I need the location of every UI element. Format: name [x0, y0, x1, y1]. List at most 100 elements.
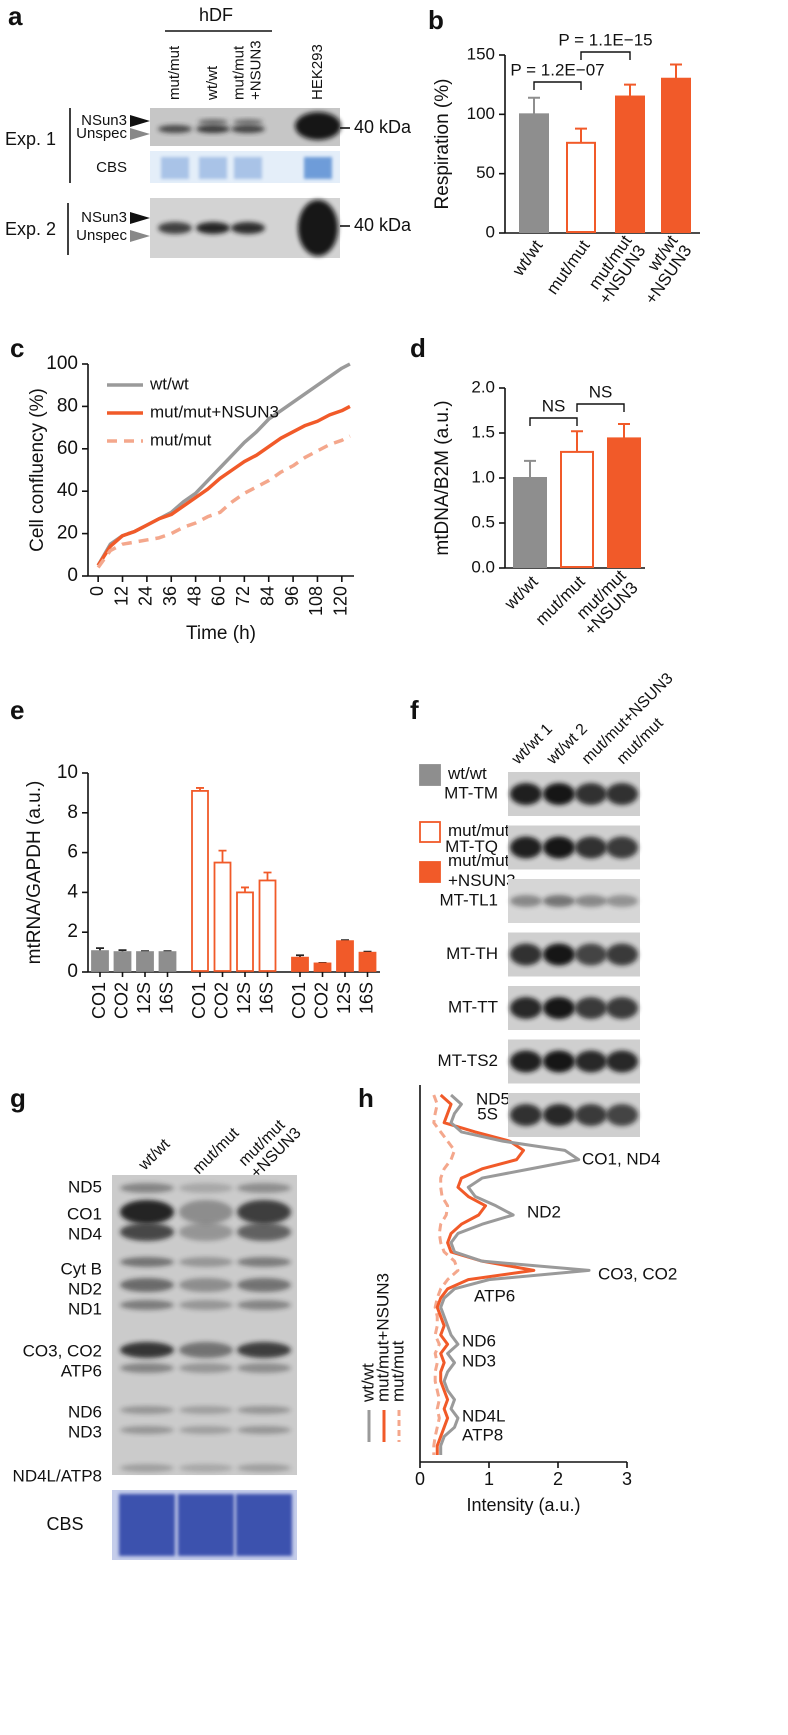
- band: [606, 1050, 638, 1073]
- band: [179, 1406, 233, 1414]
- y-axis-label-group: Cell confluency (%): [27, 388, 48, 552]
- annotation: CO3, CO2: [598, 1264, 677, 1283]
- legend-label: wt/wt: [358, 1363, 377, 1403]
- x-tick-label: wt/wt: [500, 572, 542, 614]
- stain-lane: [236, 1494, 292, 1556]
- band: [120, 1183, 174, 1193]
- band: [237, 1257, 291, 1267]
- band: [198, 119, 228, 125]
- band: [158, 222, 192, 234]
- y-tick-label: 2: [67, 921, 78, 942]
- band: [231, 125, 265, 133]
- x-tick-label-group: CO2: [311, 982, 331, 1019]
- y-tick-label: 100: [467, 104, 495, 123]
- group-label: hDF: [199, 5, 233, 25]
- x-tick-label: CO2: [211, 982, 231, 1019]
- band: [606, 997, 638, 1019]
- band: [196, 222, 230, 234]
- x-tick-label-group: CO1: [289, 982, 309, 1019]
- y-tick-label: 4: [67, 881, 78, 902]
- band: [510, 997, 542, 1019]
- x-tick-label-line: wt/wt: [509, 237, 548, 281]
- x-tick-label-group: CO1: [89, 982, 109, 1019]
- x-tick-label: 3: [622, 1469, 632, 1489]
- annotation: ATP6: [474, 1286, 515, 1305]
- stain-lane: [178, 1494, 234, 1556]
- x-tick-label-group: wt/wt: [500, 572, 542, 614]
- legend-label-line: mut/mut: [448, 851, 510, 870]
- band: [233, 119, 263, 125]
- band-label: CO3, CO2: [23, 1341, 102, 1360]
- stain-lane: [161, 157, 189, 179]
- bar: [519, 113, 549, 233]
- band: [575, 943, 607, 966]
- band: [158, 125, 192, 133]
- stain-label: CBS: [96, 159, 127, 176]
- bar: [158, 951, 177, 972]
- lane-label-group: mut/mut: [166, 45, 183, 100]
- row-label: MT-TQ: [445, 837, 498, 856]
- bar: [313, 962, 332, 972]
- legend-swatch: [419, 861, 441, 883]
- band: [179, 1257, 233, 1267]
- panel-letter: c: [10, 333, 24, 363]
- y-tick-label: 8: [67, 802, 78, 823]
- band: [120, 1363, 174, 1373]
- bar: [258, 879, 277, 972]
- panel-letter: g: [10, 1083, 26, 1113]
- x-tick-label: 0: [87, 586, 107, 596]
- x-tick-label-group: 12S: [234, 982, 254, 1014]
- panel-letter: b: [428, 5, 444, 35]
- y-axis-label: Cell confluency (%): [27, 388, 48, 552]
- error-bar: [624, 83, 636, 97]
- x-tick-label-group: wt/wt: [509, 237, 548, 281]
- x-tick-label: 72: [233, 586, 253, 606]
- x-tick-label-group: mut/mut+NSUN3: [585, 232, 650, 308]
- band: [120, 1257, 174, 1267]
- y-tick-label: 150: [467, 44, 495, 63]
- error-bar: [670, 63, 682, 79]
- band: [543, 836, 575, 859]
- x-tick-label: wt/wt: [509, 237, 548, 281]
- lane-label: mut/mut: [190, 1125, 243, 1178]
- band: [575, 783, 607, 805]
- y-tick-label: 6: [67, 842, 78, 863]
- y-axis-label: mtDNA/B2M (a.u.): [432, 400, 453, 555]
- x-tick-label: CO2: [111, 982, 131, 1019]
- annotation: ATP8: [462, 1425, 503, 1444]
- x-tick-label: 16S: [256, 982, 276, 1014]
- x-tick-label-group: CO1: [189, 982, 209, 1019]
- panel-letter: f: [410, 695, 419, 725]
- legend-label: mut/mut+NSUN3: [448, 851, 516, 890]
- x-tick-label: 12: [111, 586, 131, 606]
- band: [298, 200, 338, 256]
- band: [179, 1183, 233, 1193]
- y-tick-label: 0: [67, 565, 78, 586]
- band-label: ND3: [68, 1422, 102, 1441]
- band: [120, 1342, 174, 1358]
- x-tick-label-group: 16S: [356, 982, 376, 1014]
- band: [179, 1464, 233, 1472]
- band: [543, 1104, 575, 1126]
- legend-label-group: mut/mut+NSUN3: [373, 1273, 392, 1402]
- error-bar: [575, 127, 587, 143]
- stain-lane: [304, 157, 332, 179]
- x-tick-label: 12S: [234, 982, 254, 1014]
- lane-label-line: HEK293: [309, 44, 326, 100]
- band: [575, 1104, 607, 1126]
- y-tick-label: 10: [57, 762, 78, 783]
- y-axis-label: Respiration (%): [432, 79, 453, 210]
- x-tick-label: CO1: [189, 982, 209, 1019]
- x-tick-label-line: wt/wt: [500, 572, 542, 614]
- band: [510, 895, 542, 907]
- x-tick-label: 120: [331, 586, 351, 616]
- error-bar: [524, 459, 536, 478]
- bar: [336, 940, 354, 972]
- bar: [513, 477, 547, 568]
- bar: [236, 891, 254, 972]
- band-label: ND2: [68, 1279, 102, 1298]
- stain-lane: [199, 157, 227, 179]
- band-label: NSun3: [81, 112, 127, 129]
- annotation: NS: [589, 382, 613, 401]
